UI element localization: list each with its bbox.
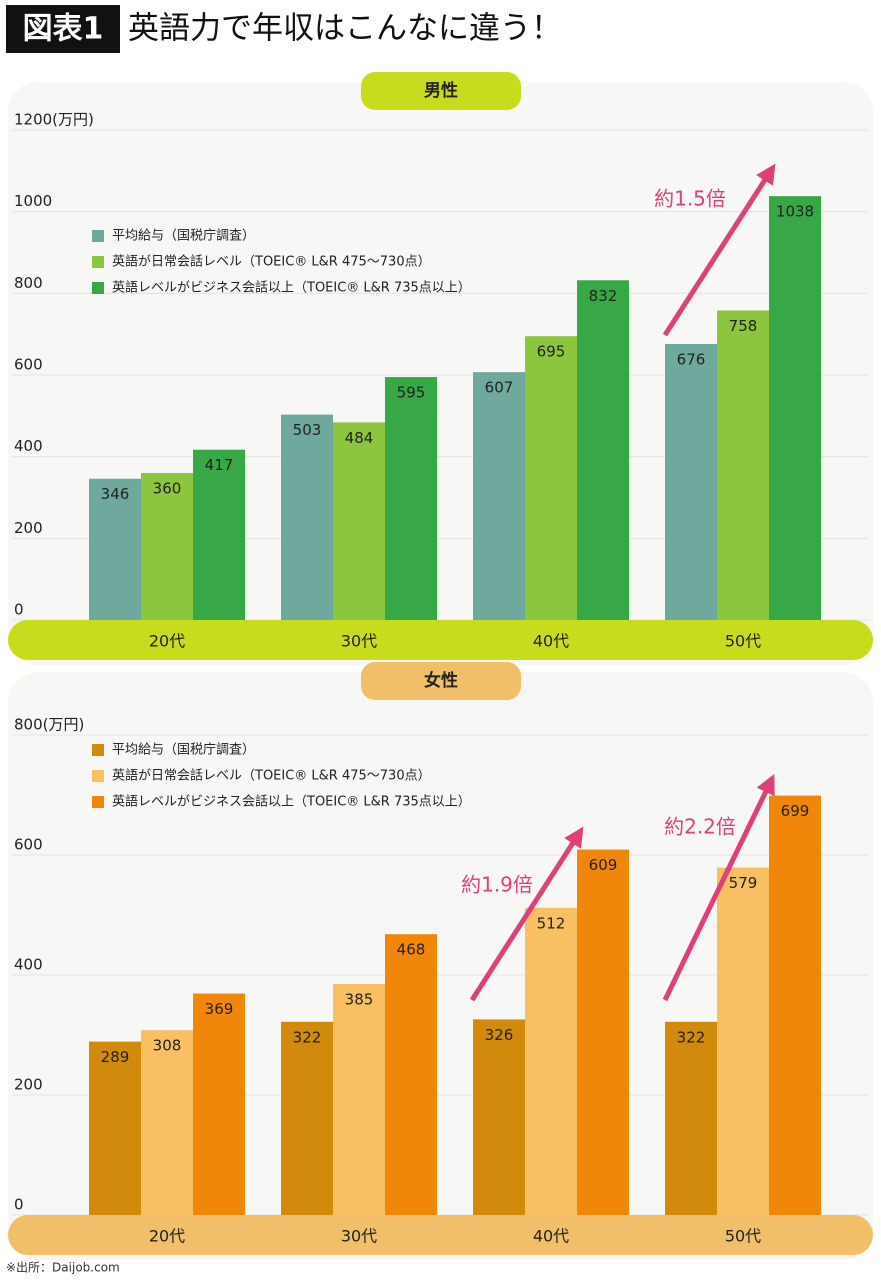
bar	[141, 473, 193, 620]
bar	[333, 984, 385, 1215]
panel-title: 女性	[424, 670, 458, 691]
value-label: 289	[101, 1048, 130, 1066]
bar	[193, 449, 245, 620]
bar	[385, 377, 437, 620]
legend-swatch	[92, 770, 104, 782]
bar	[665, 343, 717, 620]
arrow	[662, 773, 775, 1002]
value-label: 609	[589, 856, 618, 874]
bar	[577, 849, 629, 1215]
y-tick-label: 600	[14, 836, 43, 854]
x-tick-label: 30代	[341, 632, 377, 651]
bar	[141, 1030, 193, 1215]
legend-label: 英語が日常会話レベル（TOEIC® L&R 475〜730点）	[112, 768, 431, 784]
x-tick-label: 50代	[725, 632, 761, 651]
category-band	[8, 1215, 873, 1255]
badge: 図表1	[23, 12, 104, 47]
value-label: 308	[153, 1037, 182, 1055]
y-tick-label: 800	[14, 274, 43, 292]
y-tick-label: 0	[14, 601, 24, 619]
value-label: 360	[153, 480, 182, 498]
value-label: 322	[293, 1028, 322, 1046]
arrow	[662, 163, 776, 337]
y-tick-label: 1000	[14, 192, 52, 210]
bar	[193, 993, 245, 1215]
bar	[333, 422, 385, 620]
legend-swatch	[92, 796, 104, 808]
value-label: 385	[345, 991, 374, 1009]
legend-label: 平均給与（国税庁調査）	[112, 743, 255, 758]
bar	[89, 1041, 141, 1215]
x-tick-label: 20代	[149, 1227, 185, 1246]
legend-swatch	[92, 230, 104, 242]
arrow	[469, 826, 584, 1002]
bar	[717, 867, 769, 1215]
bar	[281, 1021, 333, 1215]
bar	[473, 372, 525, 620]
bar	[473, 1019, 525, 1215]
value-label: 369	[205, 1000, 234, 1018]
x-tick-label: 40代	[533, 1227, 569, 1246]
value-label: 322	[677, 1028, 706, 1046]
value-label: 832	[589, 287, 618, 305]
y-tick-label: 400	[14, 437, 43, 455]
bar	[577, 280, 629, 620]
legend-label: 英語レベルがビジネス会話以上（TOEIC® L&R 735点以上）	[112, 280, 471, 296]
value-label: 607	[485, 379, 514, 397]
x-tick-label: 20代	[149, 632, 185, 651]
value-label: 417	[205, 456, 234, 474]
value-label: 699	[781, 802, 810, 820]
value-label: 503	[293, 421, 322, 439]
bar	[89, 478, 141, 620]
value-label: 346	[101, 485, 130, 503]
legend-swatch	[92, 282, 104, 294]
y-tick-label: 400	[14, 956, 43, 974]
title-pill	[361, 662, 521, 700]
badge-bg	[6, 5, 120, 53]
annotation: 約2.2倍	[664, 815, 736, 839]
value-label: 758	[729, 317, 758, 335]
source: ※出所：Daijob.com	[6, 1261, 120, 1275]
annotation: 約1.5倍	[654, 187, 726, 211]
title-pill	[361, 72, 521, 110]
bar	[717, 310, 769, 620]
bar	[665, 1021, 717, 1215]
y-tick-label: 600	[14, 356, 43, 374]
y-tick-label: 800(万円)	[14, 716, 84, 734]
category-band	[8, 620, 873, 660]
bar	[769, 795, 821, 1215]
x-tick-label: 50代	[725, 1227, 761, 1246]
page-title: 英語力で年収はこんなに違う！	[128, 11, 562, 47]
bar	[769, 196, 821, 620]
legend-label: 平均給与（国税庁調査）	[112, 229, 255, 244]
value-label: 468	[397, 941, 426, 959]
value-label: 695	[537, 343, 566, 361]
value-label: 1038	[776, 203, 814, 221]
y-tick-label: 1200(万円)	[14, 111, 94, 129]
bar	[525, 336, 577, 620]
x-tick-label: 30代	[341, 1227, 377, 1246]
y-tick-label: 0	[14, 1196, 24, 1214]
value-label: 326	[485, 1026, 514, 1044]
legend-label: 英語レベルがビジネス会話以上（TOEIC® L&R 735点以上）	[112, 794, 471, 810]
x-tick-label: 40代	[533, 632, 569, 651]
panel-title: 男性	[424, 80, 458, 101]
annotation: 約1.9倍	[461, 873, 533, 897]
value-label: 676	[677, 350, 706, 368]
value-label: 484	[345, 429, 374, 447]
value-label: 512	[537, 914, 566, 932]
legend-label: 英語が日常会話レベル（TOEIC® L&R 475〜730点）	[112, 254, 431, 270]
y-tick-label: 200	[14, 519, 43, 537]
legend-swatch	[92, 256, 104, 268]
bar	[385, 934, 437, 1215]
legend-swatch	[92, 744, 104, 756]
value-label: 595	[397, 384, 426, 402]
y-tick-label: 200	[14, 1076, 43, 1094]
value-label: 579	[729, 874, 758, 892]
bar	[525, 907, 577, 1215]
bar	[281, 414, 333, 620]
